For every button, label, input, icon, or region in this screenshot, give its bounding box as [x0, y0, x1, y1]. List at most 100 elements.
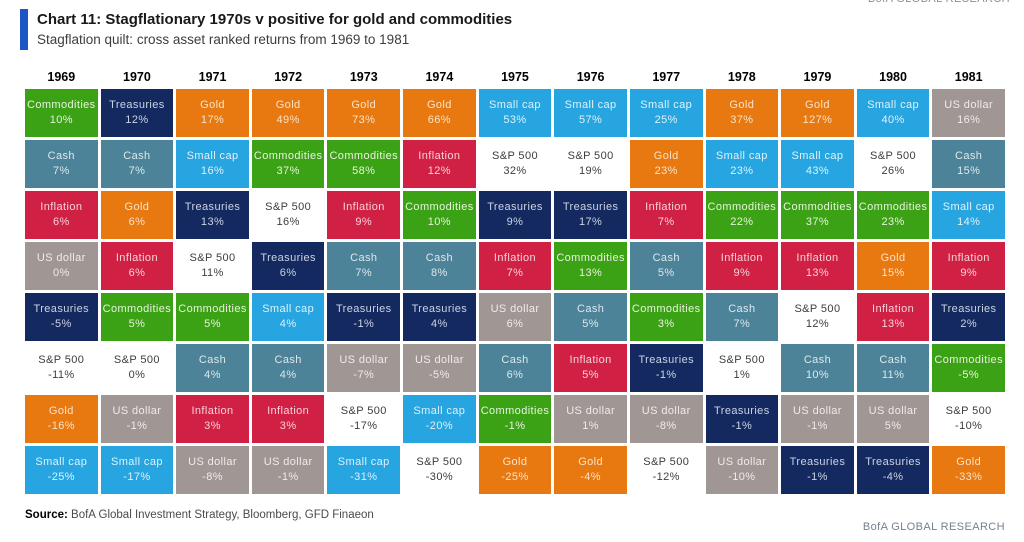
quilt-cell: Treasuries 9%	[478, 191, 552, 239]
cell-asset-label: Commodities	[556, 252, 625, 264]
cell-asset-label: Inflation	[191, 405, 234, 417]
cell-return-value: 9%	[733, 267, 751, 279]
cell-return-value: 7%	[128, 165, 146, 177]
quilt-cell: Gold -25%	[478, 446, 552, 494]
cell-asset-label: Gold	[729, 99, 755, 111]
cell-asset-label: S&P 500	[38, 354, 85, 366]
cell-asset-label: Inflation	[645, 201, 688, 213]
quilt-cell: Small cap -17%	[100, 446, 174, 494]
quilt-cell: Commodities 10%	[25, 89, 98, 137]
quilt-cell: Commodities 13%	[554, 242, 627, 290]
cell-return-value: 13%	[881, 318, 905, 330]
quilt-cell: Commodities 5%	[176, 293, 249, 341]
year-label: 1977	[652, 70, 681, 84]
cell-asset-label: S&P 500	[567, 150, 614, 162]
cell-asset-label: US dollar	[339, 354, 389, 366]
cell-return-value: 58%	[352, 165, 376, 177]
cell-return-value: 37%	[276, 165, 300, 177]
cell-asset-label: Gold	[124, 201, 150, 213]
cell-return-value: -8%	[655, 420, 677, 432]
quilt-cell: Gold 15%	[856, 242, 930, 290]
quilt-cell: Inflation 6%	[25, 191, 98, 239]
quilt-cell: Gold -4%	[554, 446, 627, 494]
cell-asset-label: S&P 500	[718, 354, 765, 366]
year-label: 1978	[727, 70, 756, 84]
cell-return-value: -8%	[202, 471, 223, 483]
cell-return-value: -1%	[126, 420, 148, 432]
quilt-cell: US dollar -1%	[251, 446, 325, 494]
year-label: 1975	[501, 70, 529, 84]
quilt-cell: Small cap 40%	[856, 89, 930, 137]
quilt-cell: Cash 10%	[781, 344, 854, 392]
cell-asset-label: Commodities	[329, 150, 399, 162]
cell-asset-label: Inflation	[418, 150, 461, 162]
cell-asset-label: Cash	[425, 252, 454, 264]
cell-return-value: 40%	[881, 114, 905, 126]
quilt-cell: Gold 73%	[327, 89, 401, 137]
cell-return-value: 23%	[654, 165, 678, 177]
quilt-cell: Inflation 9%	[705, 242, 779, 290]
quilt-cell: Inflation 3%	[251, 395, 325, 443]
quilt-cell: S&P 500 11%	[176, 242, 249, 290]
cell-asset-label: Gold	[805, 99, 830, 111]
quilt-cell: Inflation 9%	[327, 191, 401, 239]
cell-asset-label: Inflation	[267, 405, 310, 417]
cell-asset-label: Cash	[803, 354, 832, 366]
cell-return-value: -5%	[958, 369, 980, 381]
quilt-cell: US dollar -10%	[705, 446, 779, 494]
cell-asset-label: Commodities	[405, 201, 474, 213]
cell-return-value: 1%	[733, 369, 751, 381]
cell-asset-label: Gold	[426, 99, 452, 111]
cell-asset-label: Gold	[351, 99, 377, 111]
cell-return-value: 5%	[884, 420, 902, 432]
cell-return-value: 12%	[805, 318, 830, 330]
quilt-cell: Treasuries 17%	[554, 191, 627, 239]
cell-return-value: -30%	[425, 471, 454, 483]
cell-return-value: 3%	[204, 420, 221, 432]
cell-return-value: 5%	[204, 318, 221, 330]
cell-return-value: 9%	[506, 216, 524, 228]
quilt-cell: Cash 7%	[327, 242, 401, 290]
cell-return-value: -1%	[655, 369, 677, 381]
cell-asset-label: Small cap	[337, 456, 390, 468]
cell-return-value: -17%	[350, 420, 378, 432]
cell-return-value: -12%	[652, 471, 680, 483]
quilt-cell: Gold 23%	[629, 140, 703, 188]
cell-return-value: 13%	[579, 267, 603, 279]
cell-return-value: -25%	[47, 471, 75, 483]
quilt-cell: S&P 500 32%	[478, 140, 552, 188]
cell-return-value: 16%	[957, 114, 981, 126]
quilt-cell: Gold 66%	[403, 89, 476, 137]
cell-asset-label: Treasuries	[638, 354, 694, 366]
cell-asset-label: Commodities	[27, 99, 96, 111]
cell-asset-label: US dollar	[868, 405, 918, 417]
cell-asset-label: Treasuries	[714, 405, 770, 417]
cell-asset-label: Cash	[955, 150, 983, 162]
title-accent-bar	[20, 9, 28, 50]
quilt-cell: S&P 500 12%	[781, 293, 854, 341]
cell-asset-label: Cash	[47, 150, 75, 162]
cell-asset-label: S&P 500	[945, 405, 992, 417]
cell-asset-label: US dollar	[490, 303, 540, 315]
cell-asset-label: Treasuries	[487, 201, 543, 213]
quilt-cell: Cash 4%	[176, 344, 249, 392]
cell-return-value: 11%	[881, 369, 905, 381]
cell-return-value: -4%	[580, 471, 601, 483]
cell-asset-label: Small cap	[640, 99, 693, 111]
quilt-cell: US dollar 16%	[932, 89, 1005, 137]
year-label: 1976	[576, 70, 605, 84]
source-text: BofA Global Investment Strategy, Bloombe…	[67, 509, 374, 521]
cell-asset-label: Small cap	[35, 456, 88, 468]
quilt-cell: Small cap 57%	[554, 89, 627, 137]
cell-asset-label: Treasuries	[865, 456, 921, 468]
quilt-cell: Treasuries 12%	[100, 89, 174, 137]
cell-return-value: 17%	[200, 114, 225, 126]
source-label: Source:	[25, 509, 68, 521]
cell-asset-label: Small cap	[715, 150, 768, 162]
cell-return-value: 32%	[503, 165, 527, 177]
cell-return-value: 66%	[427, 114, 451, 126]
cell-return-value: -1%	[353, 318, 375, 330]
cell-asset-label: Cash	[501, 354, 529, 366]
quilt-cell: Gold 17%	[176, 89, 249, 137]
